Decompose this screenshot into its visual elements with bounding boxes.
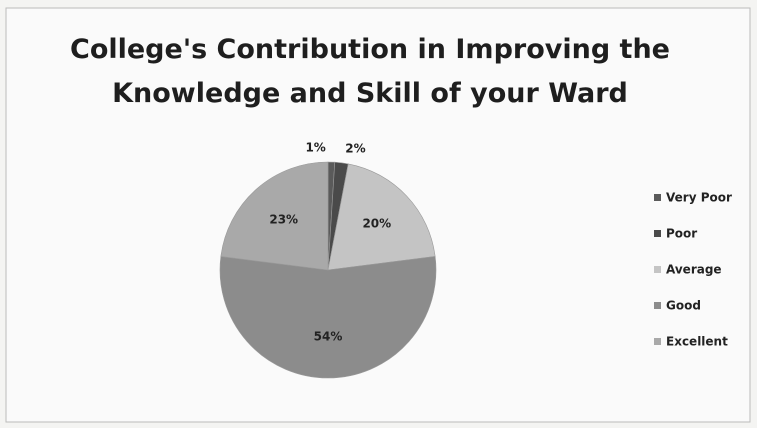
legend-swatch: [654, 302, 661, 309]
data-label: 1%: [305, 141, 325, 155]
legend-label: Average: [666, 263, 722, 277]
data-label: 23%: [269, 212, 298, 226]
pie-slice: [327, 163, 436, 271]
legend-label: Excellent: [666, 335, 728, 349]
chart-title: College's Contribution in Improving the …: [70, 34, 670, 109]
data-label: 2%: [345, 141, 365, 155]
legend-label: Poor: [666, 227, 697, 241]
legend-swatch: [654, 194, 661, 201]
legend-swatch: [654, 230, 661, 237]
legend-swatch: [654, 338, 661, 345]
legend-label: Good: [666, 299, 701, 313]
pie-slice: [220, 161, 329, 271]
data-label: 54%: [314, 329, 343, 343]
legend-swatch: [654, 266, 661, 273]
legend-label: Very Poor: [666, 191, 732, 205]
pie-slice: [219, 256, 437, 379]
data-label: 20%: [362, 217, 391, 231]
